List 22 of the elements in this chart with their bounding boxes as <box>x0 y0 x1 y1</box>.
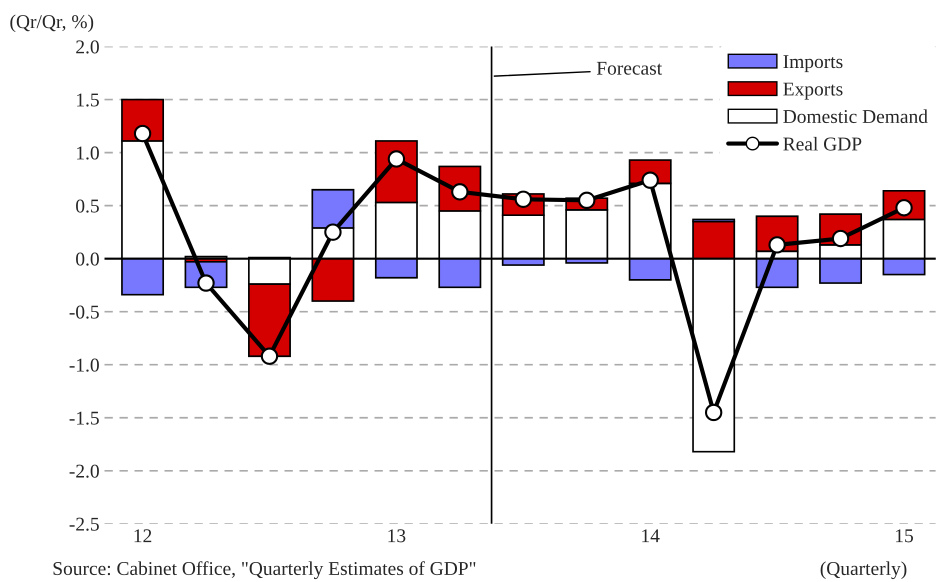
y-tick-label: -1.5 <box>70 412 99 425</box>
x-axis-title: (Quarterly) <box>820 561 906 580</box>
y-tick-label: -2.5 <box>70 518 99 531</box>
legend-label: Real GDP <box>783 136 862 151</box>
legend-label: Exports <box>783 82 842 100</box>
annotation: Forecast <box>596 62 662 75</box>
legend-label: Imports <box>783 55 842 72</box>
y-tick-label: 1.5 <box>77 93 99 107</box>
legend-label: Domestic Demand <box>783 109 928 124</box>
y-tick-label: -0.5 <box>70 306 99 319</box>
y-tick-label: 0.0 <box>76 252 99 266</box>
x-tick-label: 13 <box>388 529 406 542</box>
source-note: Source: Cabinet Office, "Quarterly Estimates of GDP" <box>54 561 476 580</box>
y-tick-label: 1.0 <box>77 146 99 160</box>
x-tick-label: 15 <box>896 529 913 542</box>
y-tick-label: 0.5 <box>76 199 99 213</box>
y-tick-label: 2.0 <box>76 40 99 54</box>
x-tick-label: 12 <box>134 529 152 542</box>
y-axis-title: (Qr/Qr, %) <box>10 14 94 32</box>
y-tick-label: -1.0 <box>70 358 99 372</box>
x-tick-label: 14 <box>642 529 660 542</box>
y-tick-label: -2.0 <box>70 464 99 478</box>
